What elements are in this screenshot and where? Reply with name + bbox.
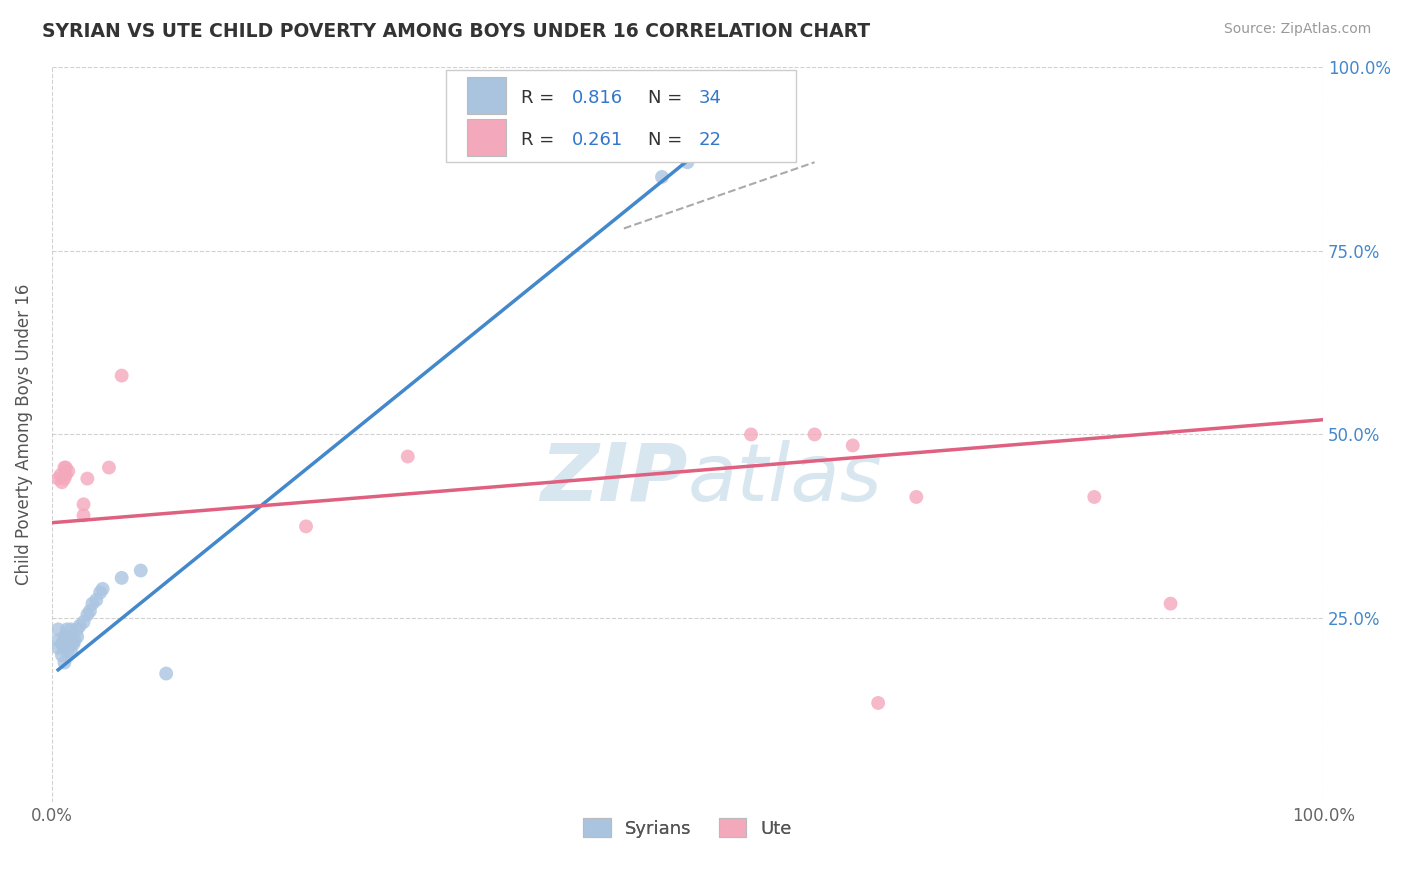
Point (51, 637, 73, 651)
Point (51, 475, 73, 490)
Point (62, 637, 84, 651)
Point (72, 497, 94, 511)
Point (56, 644, 79, 658)
Point (58, 464, 80, 478)
Point (59, 633, 82, 648)
Point (89, 585, 111, 599)
Text: atlas: atlas (688, 440, 882, 517)
Point (53, 656, 76, 670)
Point (651, 169, 673, 184)
Text: N =: N = (648, 88, 688, 107)
Text: N =: N = (648, 131, 688, 149)
Text: Source: ZipAtlas.com: Source: ZipAtlas.com (1223, 22, 1371, 37)
Point (676, 155, 699, 169)
Bar (467, 120, 506, 156)
Point (79, 604, 101, 618)
Point (72, 508, 94, 523)
Text: R =: R = (520, 131, 560, 149)
Point (51, 648, 73, 662)
Bar (467, 77, 506, 114)
Point (66, 623, 89, 637)
Text: ZIP: ZIP (540, 440, 688, 517)
Point (55, 467, 77, 482)
Text: 0.816: 0.816 (572, 88, 623, 107)
Point (56, 630, 79, 644)
Point (1160, 597, 1182, 611)
Point (111, 571, 134, 585)
Point (46, 623, 69, 637)
Point (55, 460, 77, 475)
Point (82, 597, 104, 611)
Point (905, 490, 928, 504)
Point (63, 633, 86, 648)
Point (69, 618, 91, 632)
Point (84, 593, 107, 607)
FancyBboxPatch shape (446, 70, 796, 162)
Point (46, 640, 69, 655)
Point (155, 666, 177, 681)
Point (295, 519, 318, 533)
Text: 22: 22 (699, 131, 721, 149)
Point (129, 564, 152, 578)
Point (56, 637, 79, 651)
Point (91, 582, 114, 596)
Point (53, 640, 76, 655)
Point (97, 460, 120, 475)
Point (56, 623, 79, 637)
Point (1083, 490, 1105, 504)
Legend: Syrians, Ute: Syrians, Ute (576, 811, 799, 845)
Point (59, 623, 82, 637)
Point (49, 467, 72, 482)
Point (59, 637, 82, 651)
Point (53, 460, 76, 475)
Point (868, 696, 890, 710)
Y-axis label: Child Poverty Among Boys Under 16: Child Poverty Among Boys Under 16 (15, 284, 32, 585)
Point (53, 630, 76, 644)
Point (53, 472, 76, 486)
Point (803, 427, 825, 442)
Point (76, 607, 98, 622)
Point (59, 644, 82, 658)
Text: R =: R = (520, 88, 560, 107)
Point (740, 427, 762, 442)
Point (53, 633, 76, 648)
Point (46, 633, 69, 648)
Point (72, 615, 94, 629)
Point (841, 438, 863, 452)
Text: 34: 34 (699, 88, 721, 107)
Point (396, 450, 419, 464)
Point (46, 472, 69, 486)
Point (76, 472, 98, 486)
Text: SYRIAN VS UTE CHILD POVERTY AMONG BOYS UNDER 16 CORRELATION CHART: SYRIAN VS UTE CHILD POVERTY AMONG BOYS U… (42, 22, 870, 41)
Text: 0.261: 0.261 (572, 131, 623, 149)
Point (66, 630, 89, 644)
Point (111, 368, 134, 383)
